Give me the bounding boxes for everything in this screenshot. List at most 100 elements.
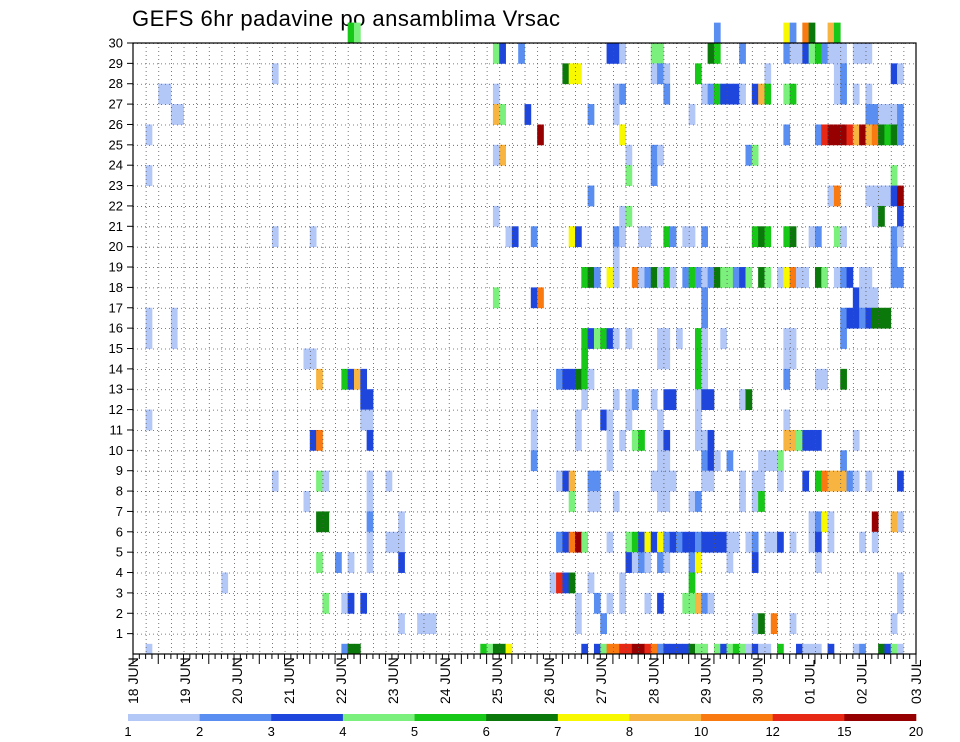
heatmap-cell [657, 409, 664, 431]
heatmap-cell [366, 389, 374, 410]
heatmap-cell [688, 491, 696, 512]
heatmap-cell [701, 389, 709, 410]
heatmap-cell [612, 643, 620, 655]
heatmap-cell [556, 470, 563, 492]
heatmap-cell [593, 267, 601, 288]
heatmap-cell [789, 328, 797, 349]
heatmap-cell [745, 389, 753, 410]
heatmap-cell [827, 43, 835, 64]
heatmap-cell [770, 613, 778, 635]
colorbar-swatch [844, 714, 917, 721]
heatmap-cell [366, 429, 374, 451]
colorbar-label: 15 [837, 724, 851, 739]
heatmap-cell [694, 267, 702, 288]
heatmap-cell [764, 267, 772, 288]
heatmap-cell [694, 491, 702, 512]
heatmap-cell [360, 409, 368, 431]
y-tick-label: 25 [109, 137, 123, 152]
heatmap-cell [669, 531, 677, 553]
heatmap-cell [789, 531, 797, 553]
heatmap-cell [145, 328, 153, 349]
heatmap-cell [859, 307, 866, 329]
heatmap-cell [612, 328, 620, 349]
heatmap-cell [758, 267, 765, 288]
heatmap-cell [859, 643, 866, 655]
heatmap-cell [657, 429, 664, 451]
heatmap-cell [814, 226, 822, 248]
heatmap-cell [694, 552, 702, 573]
heatmap-cell [606, 450, 614, 472]
heatmap-cell [701, 328, 709, 349]
heatmap-cell [802, 22, 810, 44]
heatmap-cell [581, 643, 589, 655]
heatmap-cell [871, 307, 879, 329]
y-tick-label: 9 [116, 463, 123, 478]
heatmap-cell [568, 491, 576, 512]
heatmap-cell [897, 185, 904, 207]
heatmap-cell [777, 450, 784, 472]
heatmap-cell [884, 643, 892, 655]
heatmap-cell [840, 307, 847, 329]
heatmap-cell [663, 643, 671, 655]
y-tick-label: 8 [116, 484, 123, 499]
heatmap-cell [890, 104, 898, 125]
x-tick-label: 20 JUN [229, 657, 245, 704]
heatmap-cell [745, 531, 753, 553]
heatmap-cell [587, 470, 595, 492]
heatmap-cell [764, 531, 772, 553]
x-tick-label: 19 JUN [177, 657, 193, 704]
heatmap-cell [568, 368, 576, 390]
heatmap-cell [492, 104, 500, 125]
colorbar-label: 5 [411, 724, 418, 739]
heatmap-cell [859, 287, 866, 309]
heatmap-cell [537, 124, 544, 146]
colorbar-swatch [629, 714, 702, 721]
heatmap-cell [581, 368, 589, 390]
heatmap-cell [707, 470, 715, 492]
heatmap-cell [631, 267, 639, 288]
heatmap-cell [587, 185, 595, 207]
heatmap-cell [865, 43, 873, 64]
heatmap-cell [726, 83, 734, 105]
heatmap-cell [783, 328, 791, 349]
heatmap-cell [897, 226, 904, 248]
heatmap-cell [650, 470, 658, 492]
colorbar-label: 12 [765, 724, 779, 739]
heatmap-cell [783, 267, 791, 288]
heatmap-cell [581, 389, 589, 410]
x-tick-label: 18 JUN [125, 657, 141, 704]
heatmap-cell [802, 429, 810, 451]
heatmap-cell [499, 144, 506, 166]
heatmap-cell [347, 592, 355, 614]
heatmap-cell [663, 83, 671, 105]
heatmap-cell [751, 491, 759, 512]
colorbar-label: 7 [554, 724, 561, 739]
heatmap-cell [739, 491, 746, 512]
chart-title: GEFS 6hr padavine po ansamblima Vrsac [132, 6, 561, 31]
heatmap-cell [366, 511, 374, 533]
heatmap-cell [694, 409, 702, 431]
heatmap-cell [783, 43, 791, 64]
heatmap-cell [789, 22, 797, 44]
heatmap-cell [650, 144, 658, 166]
heatmap-cell [796, 429, 803, 451]
heatmap-cell [871, 104, 879, 125]
heatmap-cell [694, 429, 702, 451]
heatmap-cell [360, 389, 368, 410]
heatmap-cell [568, 572, 576, 594]
heatmap-cell [644, 592, 652, 614]
heatmap-cell [821, 470, 828, 492]
heatmap-cell [429, 613, 437, 635]
heatmap-cell [840, 83, 847, 105]
heatmap-cell [783, 368, 791, 390]
heatmap-cell [303, 348, 311, 370]
heatmap-cell [619, 592, 626, 614]
colorbar-label: 4 [339, 724, 346, 739]
heatmap-cell [814, 124, 822, 146]
heatmap-cell [663, 450, 671, 472]
heatmap-cell [897, 267, 904, 288]
heatmap-cell [682, 226, 690, 248]
heatmap-cell [398, 613, 405, 635]
heatmap-cell [814, 429, 822, 451]
heatmap-cell [783, 226, 791, 248]
